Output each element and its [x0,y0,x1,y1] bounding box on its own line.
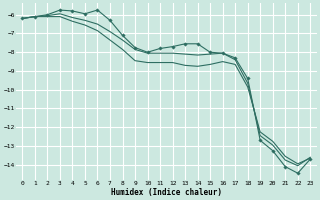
X-axis label: Humidex (Indice chaleur): Humidex (Indice chaleur) [111,188,222,197]
